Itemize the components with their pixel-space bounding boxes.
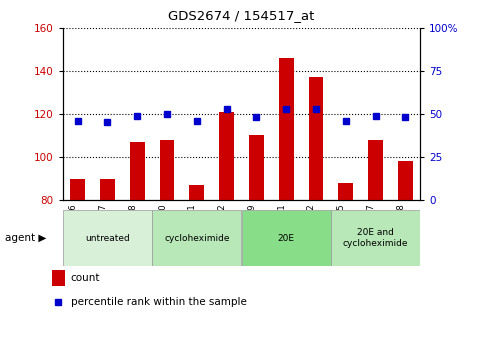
Bar [242, 210, 331, 266]
Bar [52, 270, 65, 286]
Text: GSM67168: GSM67168 [397, 204, 405, 249]
Bar [331, 210, 420, 266]
Bar [130, 142, 145, 200]
Bar [309, 77, 324, 200]
Text: 20E: 20E [278, 234, 295, 243]
Text: GSM67159: GSM67159 [247, 204, 256, 249]
Text: GSM67158: GSM67158 [128, 204, 137, 249]
Text: count: count [71, 273, 100, 283]
Text: GSM67171: GSM67171 [188, 204, 197, 249]
Bar [70, 179, 85, 200]
Text: 20E and
cycloheximide: 20E and cycloheximide [343, 228, 408, 248]
Text: GDS2674 / 154517_at: GDS2674 / 154517_at [168, 9, 315, 22]
Bar [398, 161, 413, 200]
Bar [338, 183, 353, 200]
Text: GSM67157: GSM67157 [99, 204, 108, 249]
Text: cycloheximide: cycloheximide [164, 234, 229, 243]
Bar [189, 185, 204, 200]
Bar [159, 140, 174, 200]
Text: GSM67165: GSM67165 [337, 204, 346, 249]
Bar [279, 58, 294, 200]
Text: GSM67172: GSM67172 [218, 204, 227, 249]
Text: GSM67167: GSM67167 [367, 204, 376, 249]
Text: agent ▶: agent ▶ [5, 233, 46, 243]
Text: GSM67162: GSM67162 [307, 204, 316, 249]
Bar [152, 210, 242, 266]
Text: GSM67161: GSM67161 [277, 204, 286, 249]
Bar [100, 179, 115, 200]
Bar [368, 140, 383, 200]
Bar [249, 136, 264, 200]
Text: GSM67156: GSM67156 [69, 204, 78, 249]
Bar [63, 210, 152, 266]
Text: GSM67170: GSM67170 [158, 204, 167, 249]
Bar [219, 112, 234, 200]
Text: untreated: untreated [85, 234, 130, 243]
Text: percentile rank within the sample: percentile rank within the sample [71, 297, 246, 306]
